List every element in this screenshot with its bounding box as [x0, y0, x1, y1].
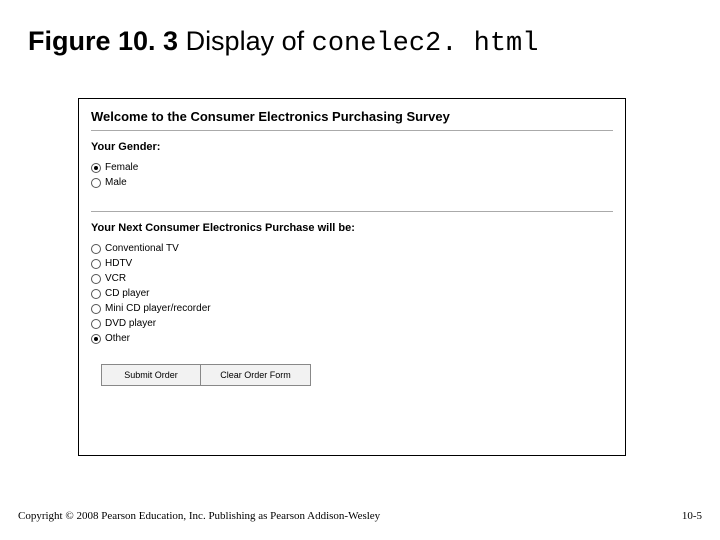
submit-button[interactable]: Submit Order: [101, 364, 201, 386]
purchase-option-label: VCR: [105, 272, 126, 286]
purchase-option[interactable]: HDTV: [91, 257, 613, 271]
purchase-option-label: Mini CD player/recorder: [105, 302, 211, 316]
survey-form: Welcome to the Consumer Electronics Purc…: [78, 98, 626, 456]
divider: [91, 211, 613, 212]
purchase-option[interactable]: Conventional TV: [91, 242, 613, 256]
radio-icon[interactable]: [91, 259, 101, 269]
radio-icon[interactable]: [91, 334, 101, 344]
gender-option[interactable]: Female: [91, 161, 613, 175]
gender-option[interactable]: Male: [91, 176, 613, 190]
purchase-option[interactable]: CD player: [91, 287, 613, 301]
radio-icon[interactable]: [91, 244, 101, 254]
title-middle: Display of: [178, 26, 312, 56]
purchase-option[interactable]: DVD player: [91, 317, 613, 331]
purchase-option-label: DVD player: [105, 317, 156, 331]
title-code: conelec2. html: [312, 29, 539, 59]
purchase-option-label: Conventional TV: [105, 242, 179, 256]
gender-label: Your Gender:: [91, 141, 613, 153]
slide-title: Figure 10. 3 Display of conelec2. html: [28, 26, 538, 59]
radio-icon[interactable]: [91, 163, 101, 173]
divider: [91, 130, 613, 131]
page-number: 10-5: [682, 510, 702, 522]
figure-label: Figure 10. 3: [28, 26, 178, 56]
radio-icon[interactable]: [91, 274, 101, 284]
radio-icon[interactable]: [91, 304, 101, 314]
purchase-option-label: CD player: [105, 287, 149, 301]
purchase-label: Your Next Consumer Electronics Purchase …: [91, 222, 613, 234]
radio-icon[interactable]: [91, 289, 101, 299]
purchase-option[interactable]: Other: [91, 332, 613, 346]
purchase-option-label: Other: [105, 332, 130, 346]
purchase-option[interactable]: Mini CD player/recorder: [91, 302, 613, 316]
form-heading: Welcome to the Consumer Electronics Purc…: [91, 109, 613, 124]
purchase-option-label: HDTV: [105, 257, 132, 271]
gender-option-label: Male: [105, 176, 127, 190]
purchase-option[interactable]: VCR: [91, 272, 613, 286]
button-row: Submit Order Clear Order Form: [101, 364, 613, 386]
radio-icon[interactable]: [91, 319, 101, 329]
radio-icon[interactable]: [91, 178, 101, 188]
copyright-text: Copyright © 2008 Pearson Education, Inc.…: [18, 510, 380, 522]
clear-button[interactable]: Clear Order Form: [201, 364, 311, 386]
gender-option-label: Female: [105, 161, 138, 175]
